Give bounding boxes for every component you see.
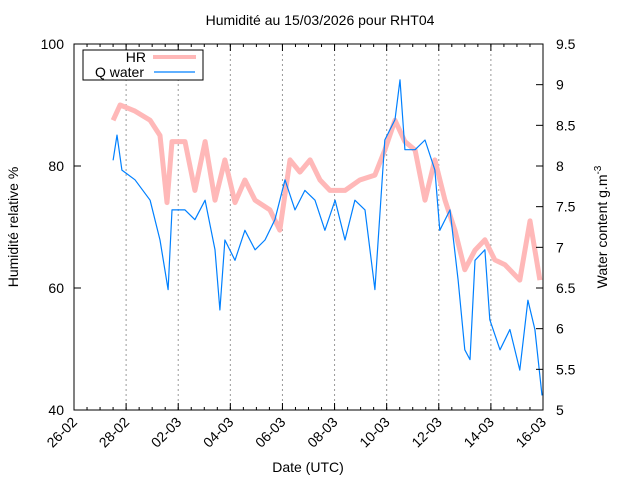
plot-frame — [73, 43, 544, 411]
chart-title: Humidité au 15/03/2026 pour RHT04 — [206, 12, 435, 28]
y2-tick-label: 5.5 — [556, 361, 576, 377]
y2-tick-label: 9 — [556, 77, 564, 93]
x-tick-label: 10-03 — [356, 414, 393, 451]
x-axis-label: Date (UTC) — [272, 459, 344, 475]
y2-tick-label: 7 — [556, 239, 564, 255]
y2-axis-label-sup: -3 — [593, 165, 604, 174]
x-tick-label: 16-03 — [512, 414, 549, 451]
x-tick-label: 02-03 — [148, 414, 185, 451]
y2-tick-label: 7.5 — [556, 199, 576, 215]
y2-tick-label: 8 — [556, 158, 564, 174]
y-tick-label: 40 — [48, 402, 64, 418]
x-tick-label: 06-03 — [252, 414, 289, 451]
x-tick-label: 08-03 — [304, 414, 341, 451]
y-tick-label: 80 — [48, 158, 64, 174]
series-group — [110, 79, 543, 396]
series-line-hr — [110, 102, 543, 283]
x-tick-label: 14-03 — [460, 414, 497, 451]
y2-axis-label: Water content g.m-3 — [593, 165, 610, 288]
y2-tick-label: 5 — [556, 402, 564, 418]
x-tick-label: 26-02 — [43, 414, 80, 451]
grid — [125, 44, 492, 410]
y2-tick-label: 6.5 — [556, 280, 576, 296]
y2-tick-label: 9.5 — [556, 36, 576, 52]
y-axis-label: Humidité relative % — [5, 167, 21, 288]
x-tick-label: 04-03 — [200, 414, 237, 451]
legend: HR Q water — [82, 49, 204, 81]
y2-tick-label: 6 — [556, 321, 564, 337]
series-line-qwater — [112, 79, 543, 396]
y2-axis-label-main: Water content g.m — [594, 175, 610, 289]
ticks: 26-02 28-02 02-03 04-03 06-03 08-03 10-03 12-03… — [41, 36, 576, 450]
y-tick-label: 60 — [48, 280, 64, 296]
legend-label-qwater: Q water — [95, 64, 144, 80]
y2-tick-label: 8.5 — [556, 117, 576, 133]
legend-label-hr: HR — [126, 49, 146, 65]
x-tick-label: 12-03 — [408, 414, 445, 451]
x-tick-label: 28-02 — [96, 414, 133, 451]
y-tick-label: 100 — [41, 36, 65, 52]
